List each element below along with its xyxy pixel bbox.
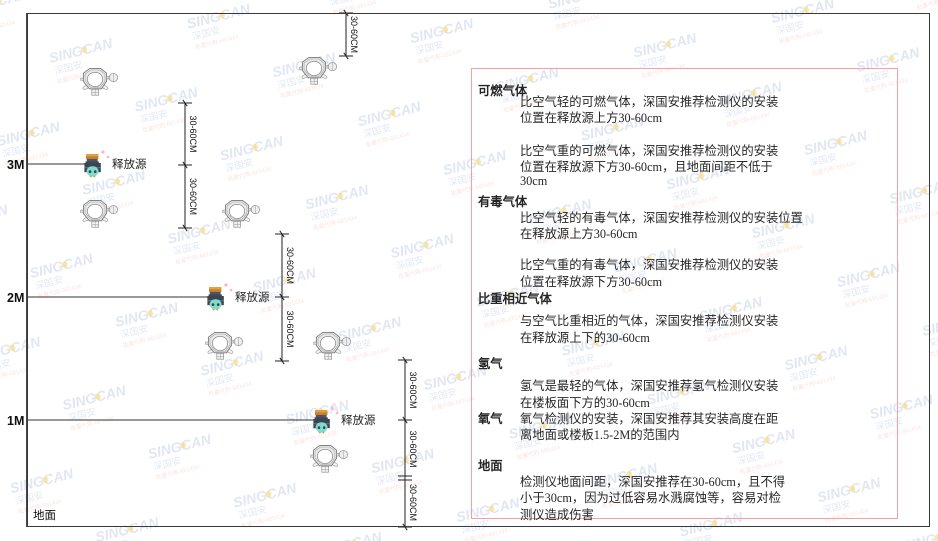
svg-text:2M: 2M [7,291,24,305]
svg-text:3M: 3M [7,158,24,172]
svg-text:1M: 1M [7,414,24,428]
